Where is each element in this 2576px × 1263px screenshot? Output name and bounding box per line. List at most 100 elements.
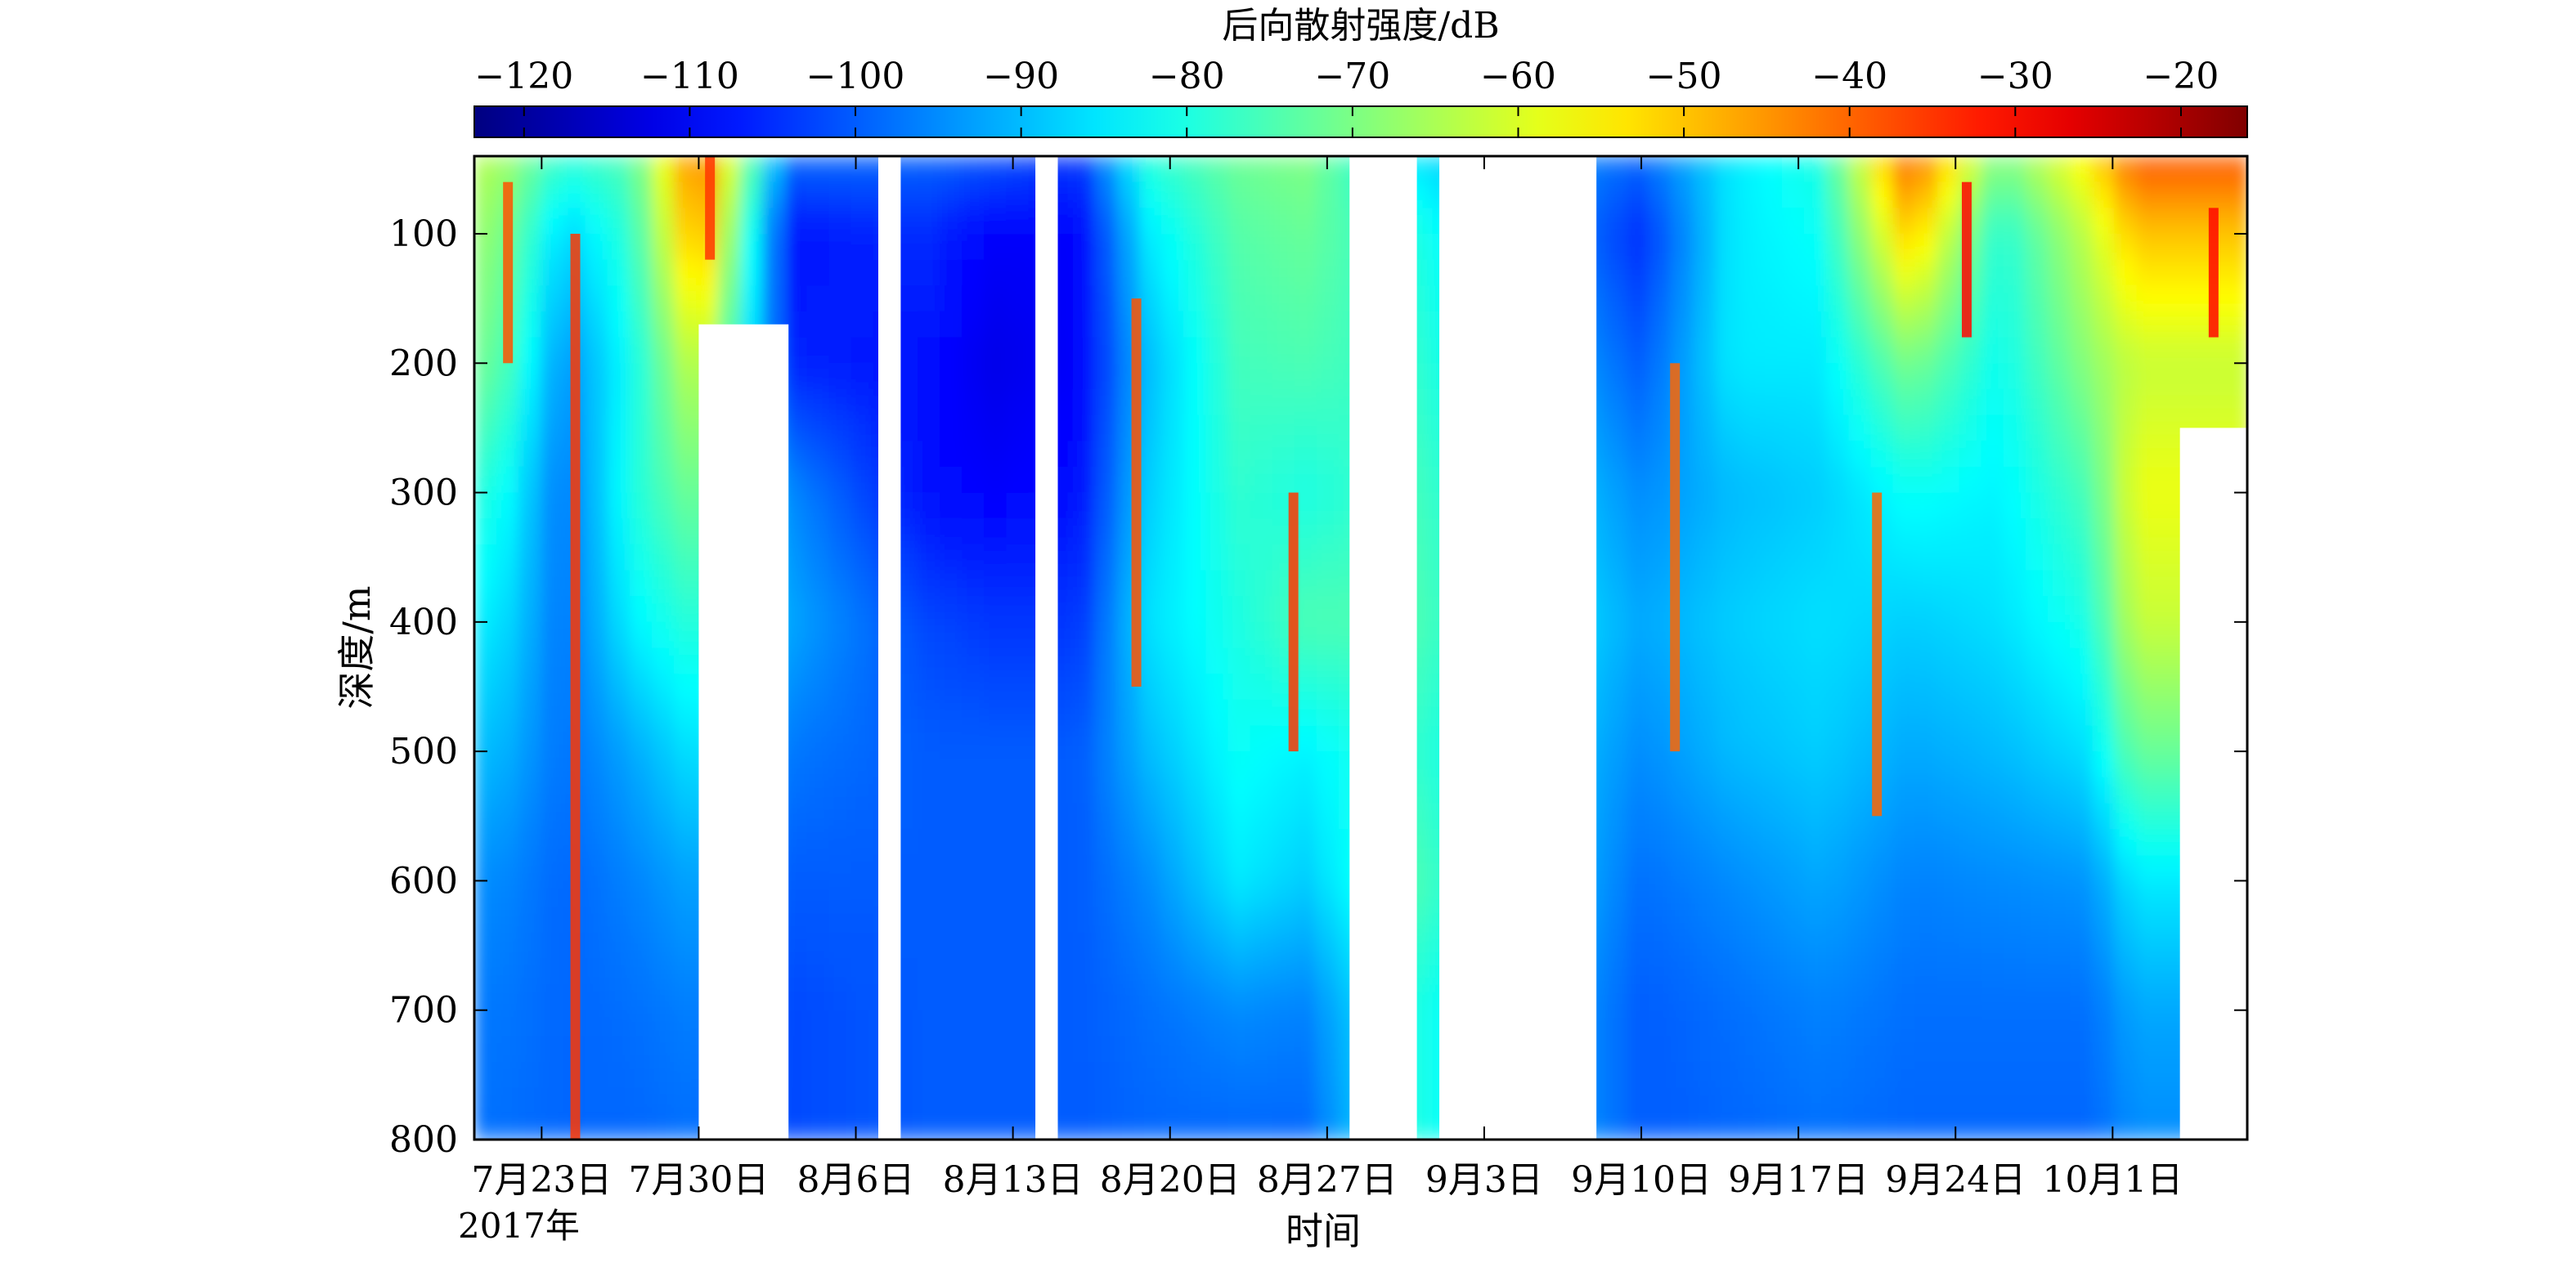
heatmap-cell <box>740 181 764 209</box>
heatmap-cell <box>651 1010 675 1037</box>
heatmap-cell <box>474 208 498 235</box>
heatmap-cell <box>496 388 520 416</box>
heatmap-cell <box>1316 208 1340 235</box>
heatmap-cell <box>1826 337 1850 365</box>
heatmap-cell <box>2136 156 2160 183</box>
heatmap-cell <box>2158 518 2182 545</box>
heatmap-cell <box>2070 1062 2094 1089</box>
heatmap-cell <box>1139 932 1163 960</box>
heatmap-cell <box>1072 751 1096 778</box>
heatmap-cell <box>1627 233 1650 261</box>
heatmap-cell <box>850 233 874 261</box>
heatmap-cell <box>1781 1010 1805 1037</box>
heatmap-cell <box>1781 854 1805 882</box>
heatmap-cell <box>629 907 653 934</box>
heatmap-cell <box>474 285 498 312</box>
heatmap-cell <box>1804 1010 1828 1037</box>
heatmap-cell <box>2114 674 2138 701</box>
heatmap-cell <box>962 233 985 261</box>
heatmap-cell <box>1715 907 1739 934</box>
heatmap-cell <box>1205 337 1229 365</box>
heatmap-cell <box>1737 880 1761 908</box>
heatmap-cell <box>1161 259 1185 287</box>
heatmap-cell <box>1006 803 1030 831</box>
heatmap-cell <box>1272 208 1295 235</box>
heatmap-cell <box>1914 854 1938 882</box>
heatmap-cell <box>1316 337 1340 365</box>
heatmap-cell <box>1649 570 1672 598</box>
heatmap-cell <box>2136 363 2160 390</box>
heatmap-cell <box>962 647 985 675</box>
heatmap-cell <box>1205 777 1229 804</box>
heatmap-cell <box>1804 1087 1828 1115</box>
heatmap-cell <box>828 259 852 287</box>
heatmap-cell <box>607 1010 631 1037</box>
heatmap-cell <box>1959 621 1982 649</box>
heatmap-cell <box>1870 156 1894 183</box>
heatmap-cell <box>2136 441 2160 468</box>
heatmap-cell <box>1826 544 1850 571</box>
heatmap-cell <box>940 570 963 598</box>
heatmap-cell <box>1759 208 1783 235</box>
heatmap-cell <box>806 544 830 571</box>
heatmap-cell <box>2158 674 2182 701</box>
heatmap-cell <box>585 414 608 442</box>
heatmap-cell <box>474 492 498 520</box>
heatmap-cell <box>1804 907 1828 934</box>
heatmap-cell <box>1671 880 1694 908</box>
heatmap-cell <box>1094 208 1118 235</box>
heatmap-cell <box>2158 388 2182 416</box>
heatmap-cell <box>850 777 874 804</box>
heatmap-cell <box>1205 518 1229 545</box>
heatmap-cell <box>2026 285 2049 312</box>
heatmap-cell <box>1094 311 1118 338</box>
heatmap-cell <box>651 570 675 598</box>
heatmap-cell <box>1072 285 1096 312</box>
heatmap-cell <box>1316 466 1340 494</box>
heatmap-cell <box>1936 907 1960 934</box>
x-tick-label: 8月13日 <box>943 1159 1084 1201</box>
heatmap-cell <box>518 1062 542 1089</box>
heatmap-cell <box>806 621 830 649</box>
heatmap-cell <box>1161 518 1185 545</box>
heatmap-cell <box>673 363 697 390</box>
heatmap-cell <box>1981 285 2004 312</box>
heatmap-cell <box>828 621 852 649</box>
heatmap-cell <box>673 181 697 209</box>
heatmap-cell <box>940 777 963 804</box>
heatmap-cell <box>1072 725 1096 753</box>
heatmap-cell <box>1272 777 1295 804</box>
heatmap-cell <box>651 518 675 545</box>
heatmap-cell <box>607 518 631 545</box>
heatmap-cell <box>1094 1036 1118 1064</box>
heatmap-cell <box>585 932 608 960</box>
heatmap-cell <box>1826 518 1850 545</box>
colorbar-tick-labels: −120 −110 −100 −90 −80 −70 −60 −50 −40 −30 −20 <box>474 56 2219 97</box>
heatmap-cell <box>1604 907 1628 934</box>
heatmap-cell <box>2070 907 2094 934</box>
heatmap-cell <box>1316 958 1340 986</box>
heatmap-cell <box>1892 751 1916 778</box>
heatmap-cell <box>1139 829 1163 856</box>
heatmap-cell <box>918 388 941 416</box>
heatmap-cell <box>2158 181 2182 209</box>
heatmap-cell <box>607 466 631 494</box>
heatmap-cell <box>1693 674 1717 701</box>
heatmap-cell <box>1737 1087 1761 1115</box>
heatmap-cell <box>1892 907 1916 934</box>
heatmap-cell <box>1161 596 1185 623</box>
heatmap-cell <box>984 233 1008 261</box>
heatmap-cell <box>585 984 608 1011</box>
heatmap-cell <box>1205 259 1229 287</box>
heatmap-cell <box>673 647 697 675</box>
heatmap-cell <box>2048 725 2071 753</box>
heatmap-cell <box>984 932 1008 960</box>
heatmap-cell <box>2136 1087 2160 1115</box>
heatmap-cell <box>1715 621 1739 649</box>
heatmap-cell <box>651 777 675 804</box>
heatmap-cell <box>1892 596 1916 623</box>
heatmap-cell <box>1715 337 1739 365</box>
heatmap-cell <box>806 674 830 701</box>
heatmap-cell <box>1072 156 1096 183</box>
heatmap-cell <box>629 880 653 908</box>
